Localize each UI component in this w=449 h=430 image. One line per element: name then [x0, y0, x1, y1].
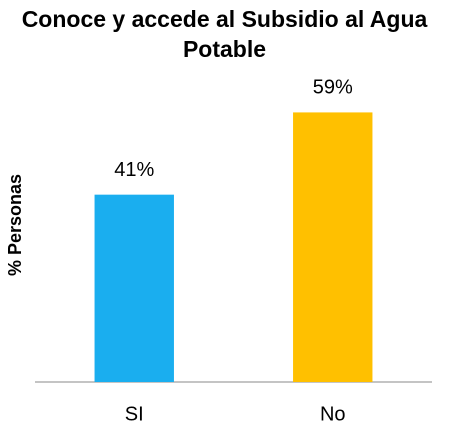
value-label: 41%	[114, 159, 154, 181]
x-tick-label: No	[320, 403, 346, 425]
chart-title: Conoce y accede al Subsidio al Agua Pota…	[21, 6, 428, 62]
bar	[94, 194, 174, 382]
x-tick-label: SI	[125, 403, 144, 425]
value-label: 59%	[313, 77, 353, 99]
y-axis-label: % Personas	[5, 174, 25, 276]
bar	[293, 112, 373, 383]
